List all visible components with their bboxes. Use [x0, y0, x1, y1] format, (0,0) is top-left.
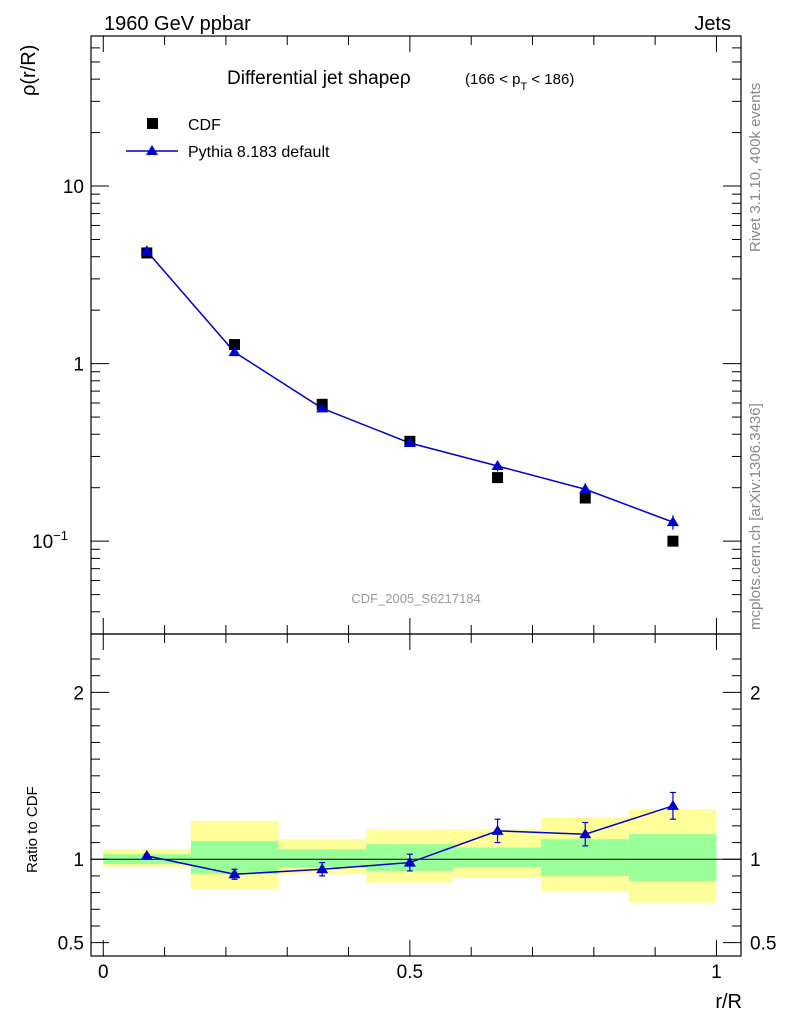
- rivet-info: Rivet 3.1.10, 400k events: [747, 83, 764, 252]
- ratio-y-tick-label-right: 2: [750, 683, 761, 704]
- ratio-point: [403, 856, 416, 867]
- cdf-point: [492, 472, 504, 484]
- legend-cdf-marker: [147, 118, 158, 129]
- ratio-point: [666, 799, 679, 810]
- title-range-sub: T: [520, 81, 527, 93]
- band-inner-bin: [278, 849, 367, 868]
- analysis-label: CDF_2005_S6217184: [351, 591, 480, 606]
- x-tick-label: 0.5: [397, 962, 423, 983]
- title-range-end: < 186): [527, 71, 574, 88]
- main-ylabel: ρ(r/R): [18, 45, 40, 96]
- y-tick-label: 1: [73, 355, 84, 376]
- x-tick-label: 1: [711, 962, 722, 983]
- ratio-point: [579, 828, 592, 839]
- mc-point: [491, 460, 504, 471]
- ratio-y-tick-label: 0.5: [58, 934, 84, 955]
- ratio-point: [316, 863, 329, 874]
- ratio-point: [140, 849, 153, 860]
- y-tick-label-exponent: −1: [53, 528, 68, 543]
- cdf-point: [579, 492, 591, 504]
- cdf-point: [667, 535, 679, 547]
- ratio-point: [228, 868, 241, 879]
- mc-point: [316, 402, 329, 413]
- ratio-y-tick-label: 2: [73, 683, 84, 704]
- cdf-point: [228, 339, 240, 351]
- ratio-y-tick-label-right: 0.5: [750, 934, 776, 955]
- mc-point: [666, 516, 679, 527]
- legend-mc-marker: [146, 145, 158, 155]
- data-marks: [140, 245, 679, 880]
- main-title: Differential jet shapeρ: [227, 68, 411, 89]
- process-label: Jets: [694, 13, 731, 35]
- ratio-y-tick-label-right: 1: [750, 850, 761, 871]
- mc-line: [146, 250, 674, 523]
- band-inner-bin: [453, 847, 542, 868]
- energy-label: 1960 GeV ppbar: [104, 13, 251, 35]
- mc-point: [140, 245, 153, 256]
- source-info: mcplots.cern.ch [arXiv:1306.3436]: [747, 403, 764, 630]
- ratio-point: [491, 824, 504, 835]
- ratio-panel-frame: [90, 633, 742, 957]
- x-tick-label: 0: [98, 962, 109, 983]
- mc-point: [228, 346, 241, 357]
- y-tick-label: 10−1: [32, 528, 68, 553]
- ratio-bands: [91, 809, 741, 903]
- title-range: (166 < pT < 186): [465, 71, 574, 93]
- ratio-ylabel: Ratio to CDF: [24, 786, 41, 873]
- axis-ticks: 0 0.5 1 10 1 10−1 0.5 0.5 1 1 2 2: [32, 35, 776, 983]
- legend-cdf-label: CDF: [188, 117, 221, 134]
- mc-point: [579, 483, 592, 494]
- ratio-y-tick-label: 1: [73, 850, 84, 871]
- legend-mc-label: Pythia 8.183 default: [188, 144, 330, 161]
- y-tick-label: 10: [63, 177, 84, 198]
- mc-point: [403, 437, 416, 448]
- legend: CDF Pythia 8.183 default: [126, 117, 330, 161]
- band-inner-bin: [628, 834, 717, 881]
- title-range-start: (166 < p: [465, 71, 520, 88]
- xlabel: r/R: [715, 991, 742, 1013]
